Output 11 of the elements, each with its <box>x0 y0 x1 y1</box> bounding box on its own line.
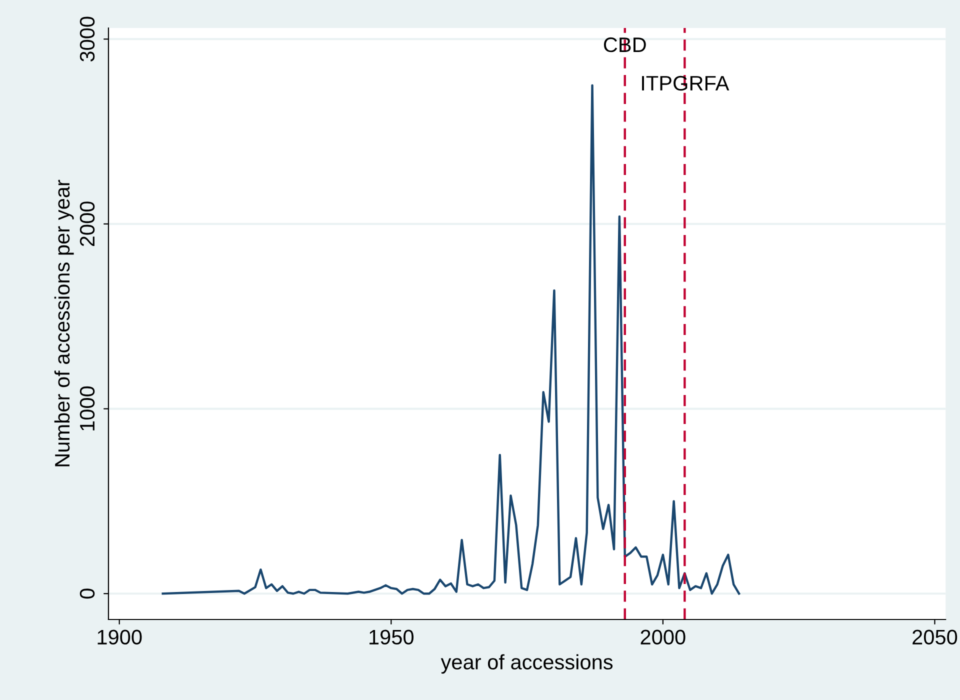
y-tick-label: 0 <box>80 588 95 599</box>
y-axis-title: Number of accessions per year <box>54 180 74 466</box>
y-tick-label: 3000 <box>80 16 95 62</box>
x-tick-label: 1900 <box>98 630 142 645</box>
x-tick-label: 2050 <box>912 630 958 645</box>
y-tick-label: 2000 <box>80 202 95 246</box>
x-tick-label: 1950 <box>370 630 414 645</box>
x-axis-title: year of accessions <box>440 654 613 674</box>
ref-line-label: ITPGRFA <box>642 76 730 91</box>
x-tick-label: 2000 <box>640 630 686 645</box>
y-tick-label: 1000 <box>80 386 95 430</box>
